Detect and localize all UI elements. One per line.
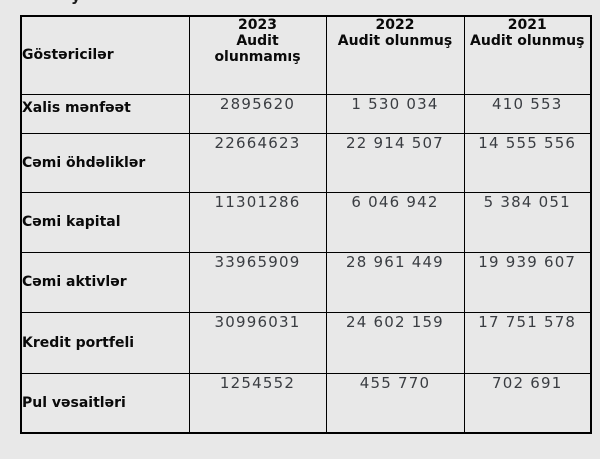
value-2023: 2895620 [188,93,327,134]
value-2021: 19 939 607 [463,251,592,313]
value-2022: 24 602 159 [325,311,465,374]
row-label: Pul vəsaitləri [20,372,190,434]
value-2022: 455 770 [325,372,465,434]
row-label: Cəmi kapital [20,191,190,253]
value-2023: 33965909 [188,251,327,313]
header-2021: 2021 Audit olunmuş [463,15,592,95]
row-label: Cəmi aktivlər [20,251,190,313]
table-row-credit-portfolio: Kredit portfeli 30996031 24 602 159 17 7… [20,311,592,374]
row-label: Cəmi öhdəliklər [20,132,190,193]
header-2023: 2023 Audit olunmamış [188,15,327,95]
value-2021: 5 384 051 [463,191,592,253]
value-2022: 28 961 449 [325,251,465,313]
value-2022: 1 530 034 [325,93,465,134]
cropped-text-fragment: y [71,0,85,6]
table-row-total-liabilities: Cəmi öhdəliklər 22664623 22 914 507 14 5… [20,132,592,193]
row-label: Xalis mənfəət [20,93,190,134]
value-2023: 1254552 [188,372,327,434]
value-2021: 14 555 556 [463,132,592,193]
value-2023: 22664623 [188,132,327,193]
row-label: Kredit portfeli [20,311,190,374]
table-row-total-assets: Cəmi aktivlər 33965909 28 961 449 19 939… [20,251,592,313]
value-2021: 410 553 [463,93,592,134]
value-2022: 22 914 507 [325,132,465,193]
value-2021: 702 691 [463,372,592,434]
table-row-net-profit: Xalis mənfəət 2895620 1 530 034 410 553 [20,93,592,134]
financial-indicators-table: Göstəricilər 2023 Audit olunmamış 2022 A… [20,15,592,434]
table-row-total-capital: Cəmi kapital 11301286 6 046 942 5 384 05… [20,191,592,253]
value-2021: 17 751 578 [463,311,592,374]
header-2022: 2022 Audit olunmuş [325,15,465,95]
header-indicator: Göstəricilər [20,15,190,95]
header-row: Göstəricilər 2023 Audit olunmamış 2022 A… [20,15,592,95]
table-row-cash-funds: Pul vəsaitləri 1254552 455 770 702 691 [20,372,592,434]
value-2022: 6 046 942 [325,191,465,253]
value-2023: 30996031 [188,311,327,374]
value-2023: 11301286 [188,191,327,253]
